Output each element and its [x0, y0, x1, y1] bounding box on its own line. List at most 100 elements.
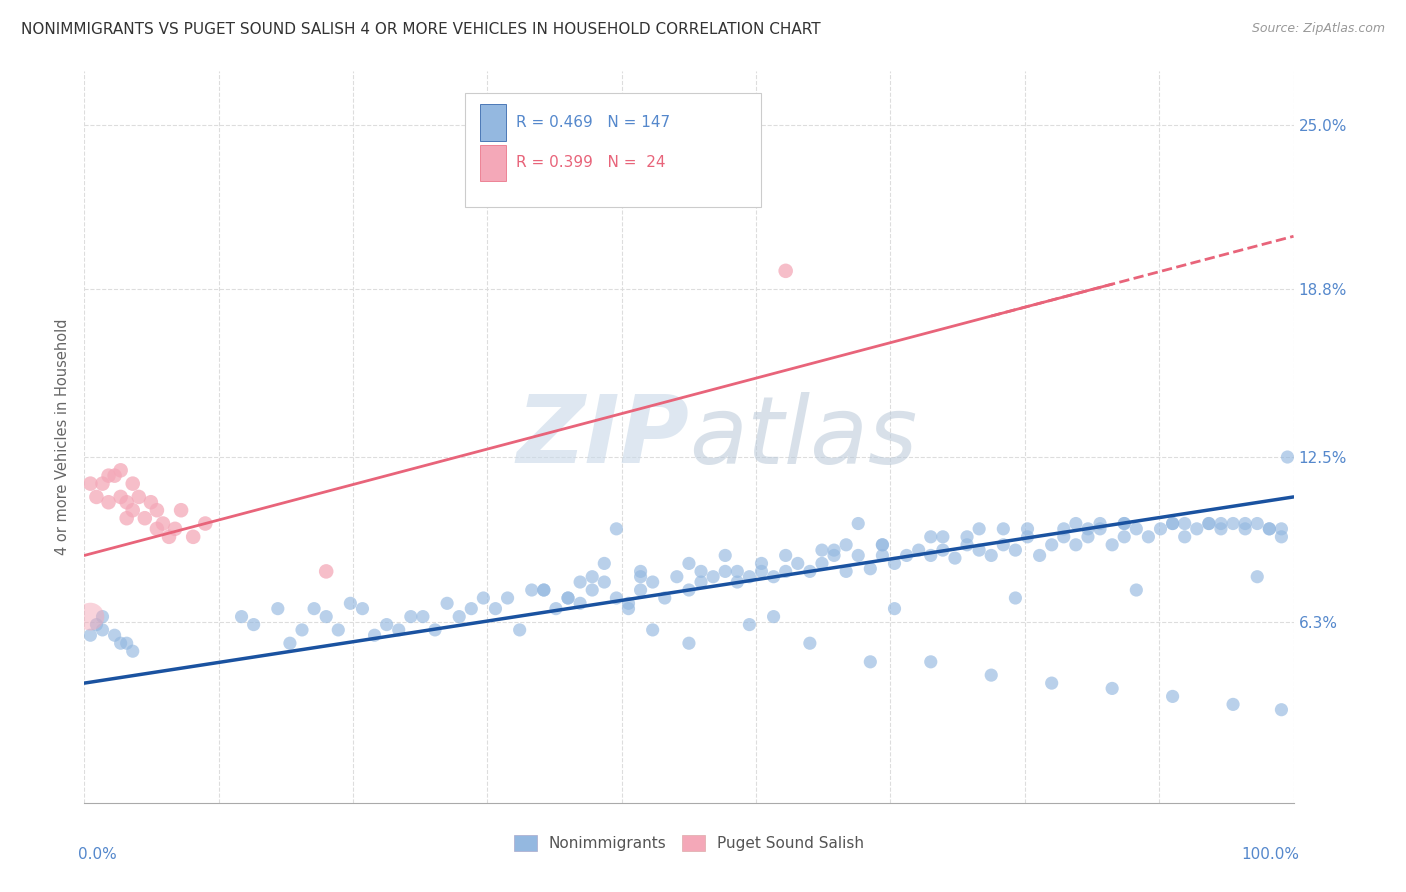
Point: [1017, 530, 1039, 544]
Text: NONIMMIGRANTS VS PUGET SOUND SALISH 4 OR MORE VEHICLES IN HOUSEHOLD CORRELATION : NONIMMIGRANTS VS PUGET SOUND SALISH 4 OR…: [21, 22, 821, 37]
Point: [775, 264, 797, 278]
Point: [920, 655, 942, 669]
Point: [412, 609, 434, 624]
Point: [1161, 690, 1184, 704]
Point: [1222, 698, 1244, 712]
Point: [678, 582, 700, 597]
Point: [920, 549, 942, 563]
Point: [388, 623, 411, 637]
Point: [110, 490, 132, 504]
Point: [956, 530, 979, 544]
Point: [967, 522, 990, 536]
Point: [544, 601, 567, 615]
Point: [86, 617, 108, 632]
Point: [993, 538, 1015, 552]
Point: [605, 591, 627, 605]
Point: [665, 570, 688, 584]
Point: [533, 582, 555, 597]
Point: [157, 530, 180, 544]
Point: [91, 623, 114, 637]
Point: [714, 549, 737, 563]
Point: [139, 495, 162, 509]
Point: [146, 503, 169, 517]
Point: [823, 549, 845, 563]
Point: [1088, 522, 1111, 536]
Point: [115, 495, 138, 509]
Text: 0.0%: 0.0%: [79, 847, 117, 862]
Point: [678, 636, 700, 650]
Point: [134, 511, 156, 525]
Point: [1064, 516, 1087, 531]
Point: [751, 565, 773, 579]
Point: [1270, 530, 1292, 544]
Point: [943, 551, 966, 566]
Point: [1174, 516, 1197, 531]
Y-axis label: 4 or more Vehicles in Household: 4 or more Vehicles in Household: [55, 318, 70, 556]
Point: [762, 609, 785, 624]
Point: [1077, 522, 1099, 536]
Point: [484, 601, 506, 615]
Point: [1017, 522, 1039, 536]
Point: [786, 557, 808, 571]
Point: [104, 628, 127, 642]
Point: [1222, 516, 1244, 531]
Point: [799, 636, 821, 650]
Text: atlas: atlas: [689, 392, 917, 483]
Point: [1137, 530, 1160, 544]
Point: [1209, 516, 1232, 531]
Point: [896, 549, 918, 563]
Point: [932, 543, 955, 558]
Point: [1114, 516, 1136, 531]
Point: [328, 623, 350, 637]
Point: [423, 623, 446, 637]
Point: [165, 522, 187, 536]
Point: [302, 601, 325, 615]
Point: [1161, 516, 1184, 531]
Point: [1077, 530, 1099, 544]
Text: R = 0.399   N =  24: R = 0.399 N = 24: [516, 155, 665, 170]
Bar: [479, 145, 506, 181]
Point: [690, 565, 713, 579]
Point: [110, 636, 132, 650]
Point: [115, 636, 138, 650]
Point: [91, 609, 114, 624]
Point: [630, 582, 652, 597]
Point: [520, 582, 543, 597]
Point: [907, 543, 929, 558]
Point: [79, 609, 101, 624]
Point: [835, 565, 858, 579]
Point: [128, 490, 150, 504]
Point: [1246, 516, 1268, 531]
Point: [1258, 522, 1281, 536]
Point: [920, 530, 942, 544]
Point: [1088, 516, 1111, 531]
Point: [823, 543, 845, 558]
Point: [654, 591, 676, 605]
Point: [315, 609, 337, 624]
Point: [1114, 530, 1136, 544]
Point: [557, 591, 579, 605]
Point: [1185, 522, 1208, 536]
Point: [641, 575, 664, 590]
Point: [859, 562, 882, 576]
Point: [436, 596, 458, 610]
Point: [883, 601, 905, 615]
Point: [146, 522, 169, 536]
Bar: [465, 94, 762, 207]
Point: [509, 623, 531, 637]
Point: [97, 495, 120, 509]
Point: [1161, 516, 1184, 531]
Point: [1101, 538, 1123, 552]
Point: [1234, 516, 1257, 531]
Point: [460, 601, 482, 615]
Point: [194, 516, 217, 531]
Point: [1053, 522, 1076, 536]
Point: [242, 617, 264, 632]
Point: [1125, 522, 1147, 536]
Point: [872, 538, 894, 552]
Point: [775, 565, 797, 579]
Point: [115, 511, 138, 525]
Point: [690, 575, 713, 590]
Point: [799, 565, 821, 579]
Point: [714, 565, 737, 579]
